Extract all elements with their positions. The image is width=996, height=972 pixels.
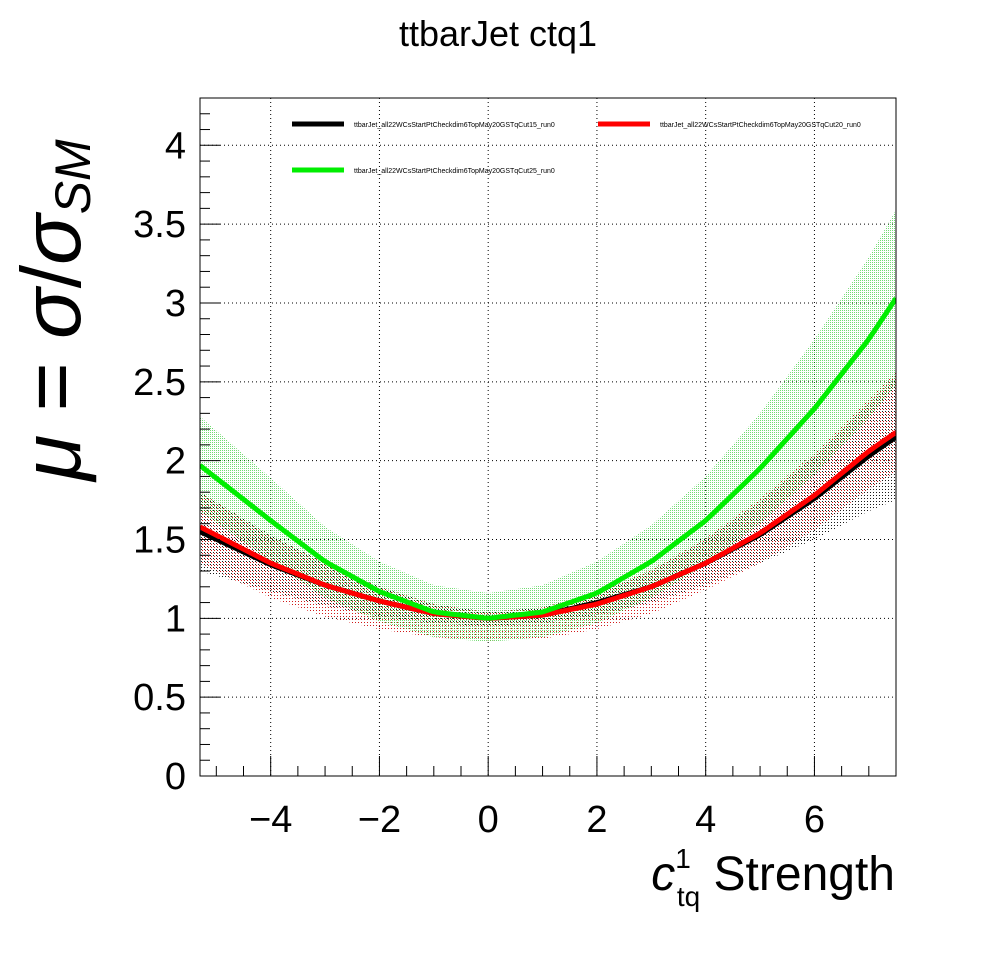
y-tick-labels: 0 0.5 1 1.5 2 2.5 3 3.5 4	[133, 125, 186, 798]
y-tick-label: 2	[165, 441, 186, 483]
series-line-2	[200, 430, 896, 621]
uncertainty-bands	[200, 209, 896, 642]
axis-ticks	[200, 97, 897, 777]
series-lines	[200, 296, 896, 621]
legend-label-3: ttbarJet_all22WCsStartPtCheckdim6TopMay2…	[354, 168, 555, 175]
y-tick-label: 2.5	[133, 362, 186, 404]
plot-frame	[199, 97, 897, 777]
x-tick-label: −2	[358, 799, 401, 841]
x-axis-title: c1 tq Strength	[651, 843, 895, 912]
x-tick-label: −4	[249, 799, 292, 841]
y-tick-label: 0	[165, 756, 186, 798]
x-tick-label: 2	[586, 799, 607, 841]
y-tick-label: 3	[165, 283, 186, 325]
x-tick-label: 4	[695, 799, 716, 841]
x-tick-label: 0	[478, 799, 499, 841]
x-tick-label: 6	[804, 799, 825, 841]
legend: ttbarJet_all22WCsStartPtCheckdim6TopMay2…	[292, 121, 861, 175]
y-tick-label: 3.5	[133, 204, 186, 246]
y-tick-label: 1	[165, 598, 186, 640]
series-line-3	[200, 296, 896, 621]
chart-title: ttbarJet ctq1	[399, 13, 597, 54]
series-band-2	[200, 372, 896, 641]
legend-label-2: ttbarJet_all22WCsStartPtCheckdim6TopMay2…	[660, 122, 861, 129]
y-axis-title: μ = σ/σSM	[4, 139, 101, 483]
x-tick-labels: −4 −2 0 2 4 6	[249, 799, 825, 841]
legend-label-1: ttbarJet_all22WCsStartPtCheckdim6TopMay2…	[354, 122, 555, 129]
y-tick-label: 1.5	[133, 519, 186, 561]
y-tick-label: 4	[165, 125, 186, 167]
series-band-3	[200, 209, 896, 642]
y-tick-label: 0.5	[133, 677, 186, 719]
